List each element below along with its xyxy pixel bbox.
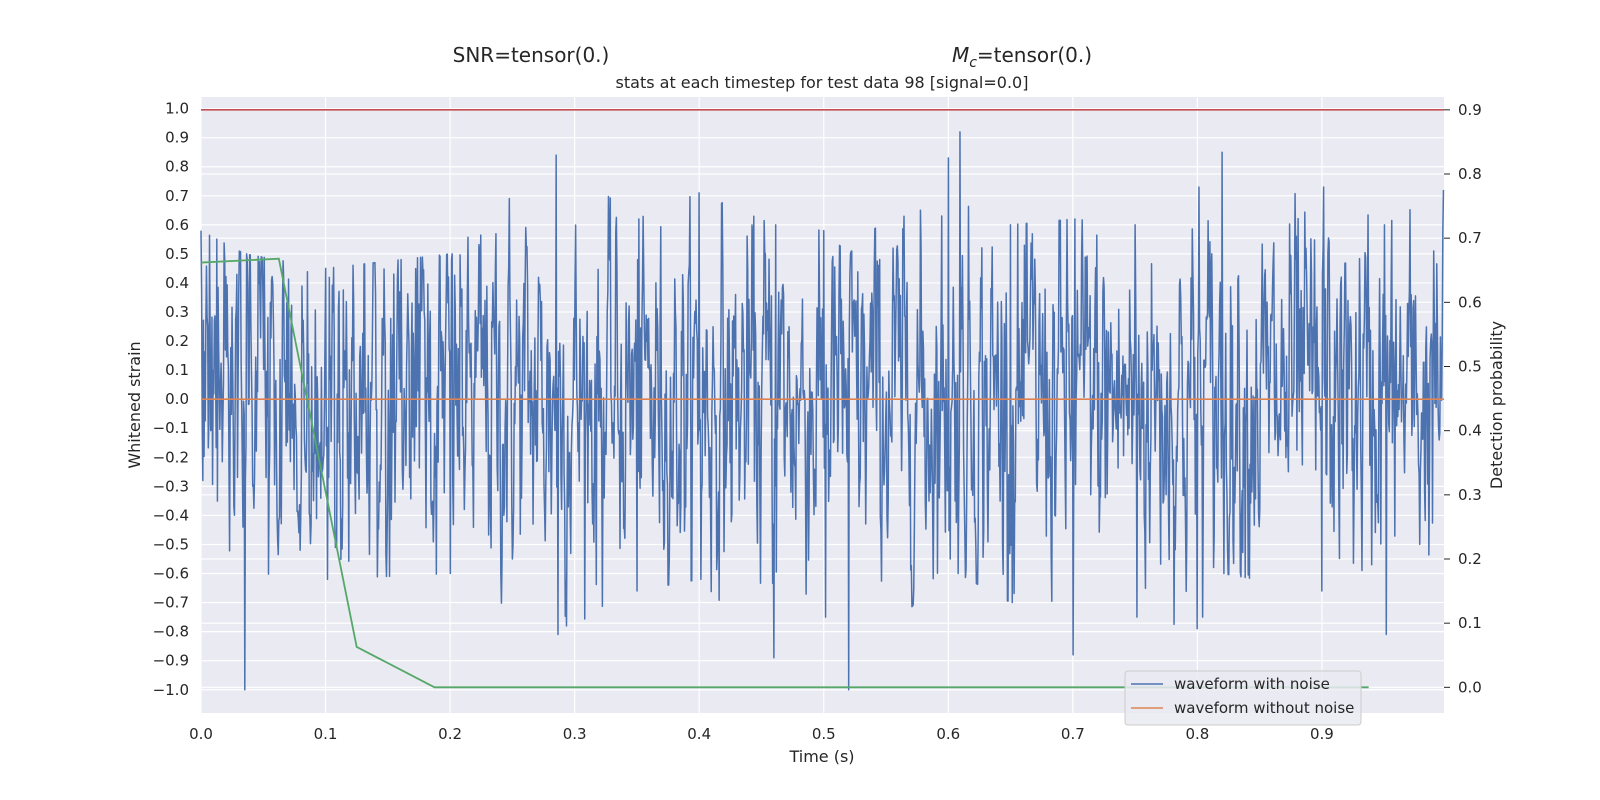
chirp-mass-value: =tensor(0.): [977, 43, 1092, 67]
y-right-tick-label: 0.6: [1458, 293, 1482, 311]
y-left-tick-label: −0.8: [153, 623, 189, 641]
y-right-tick-label: 0.1: [1458, 614, 1482, 632]
y-right-tick-label: 0.5: [1458, 358, 1482, 376]
x-tick-label: 0.8: [1185, 725, 1209, 743]
y-left-tick-labels: −1.0 −0.9 −0.8 −0.7 −0.6 −0.5 −0.4 −0.3 −0.2 −0.1…: [153, 100, 189, 699]
y-left-tick-label: 0.1: [165, 361, 189, 379]
y-left-tick-label: 0.0: [165, 390, 189, 408]
x-tick-label: 0.0: [189, 725, 213, 743]
x-tick-label: 0.7: [1061, 725, 1085, 743]
series-line-waveform-with-noise: [200, 131, 1445, 691]
y-left-tick-label: 0.7: [165, 187, 189, 205]
y-left-tick-label: 1.0: [165, 100, 189, 118]
x-tick-label: 0.4: [687, 725, 711, 743]
legend: waveform with noise waveform without noi…: [1124, 670, 1362, 726]
y-axis-left-label: Whitened strain: [125, 341, 144, 468]
snr-title: SNR=tensor(0.): [453, 43, 610, 67]
y-right-tick-label: 0.8: [1458, 165, 1482, 183]
x-tick-label: 0.2: [438, 725, 462, 743]
y-left-tick-label: −0.2: [153, 448, 189, 466]
y-left-tick-label: −1.0: [153, 681, 189, 699]
x-tick-labels: 0.0 0.1 0.2 0.3 0.4 0.5 0.6 0.7 0.8 0.9: [189, 725, 1334, 743]
y-right-tick-label: 0.7: [1458, 229, 1482, 247]
y-left-tick-label: −0.3: [153, 477, 189, 495]
x-tick-label: 0.6: [936, 725, 960, 743]
y-left-tick-label: 0.6: [165, 216, 189, 234]
y-right-tick-label: 0.4: [1458, 422, 1482, 440]
chart-title: stats at each timestep for test data 98 …: [616, 73, 1029, 92]
chirp-mass-subscript: c: [969, 55, 977, 71]
y-left-tick-label: −0.5: [153, 535, 189, 553]
y-right-tick-label: 0.0: [1458, 678, 1482, 696]
y-left-tick-label: 0.3: [165, 303, 189, 321]
chirp-mass-title: Mc=tensor(0.): [952, 43, 1092, 71]
x-tick-label: 0.5: [812, 725, 836, 743]
y-left-tick-label: 0.9: [165, 129, 189, 147]
x-tick-label: 0.9: [1310, 725, 1334, 743]
y-left-tick-label: −0.6: [153, 565, 189, 583]
y-axis-right-label: Detection probability: [1487, 321, 1506, 489]
legend-box: [1124, 670, 1362, 726]
y-right-tick-labels: 0.0 0.1 0.2 0.3 0.4 0.5 0.6 0.7 0.8 0.9: [1444, 101, 1482, 696]
y-left-tick-label: −0.7: [153, 594, 189, 612]
x-axis-label: Time (s): [788, 747, 854, 766]
y-left-tick-label: 0.8: [165, 158, 189, 176]
y-left-tick-label: 0.2: [165, 332, 189, 350]
legend-label-noisy: waveform with noise: [1174, 675, 1330, 693]
y-left-tick-label: −0.1: [153, 419, 189, 437]
x-tick-label: 0.1: [314, 725, 338, 743]
y-left-tick-label: −0.9: [153, 652, 189, 670]
chirp-mass-symbol: M: [952, 43, 969, 67]
legend-label-clean: waveform without noise: [1174, 699, 1354, 717]
y-right-tick-label: 0.3: [1458, 486, 1482, 504]
x-tick-label: 0.3: [563, 725, 587, 743]
y-left-tick-label: −0.4: [153, 506, 189, 524]
y-right-tick-label: 0.2: [1458, 550, 1482, 568]
y-right-tick-label: 0.9: [1458, 101, 1482, 119]
y-left-tick-label: 0.5: [165, 245, 189, 263]
y-left-tick-label: 0.4: [165, 274, 189, 292]
